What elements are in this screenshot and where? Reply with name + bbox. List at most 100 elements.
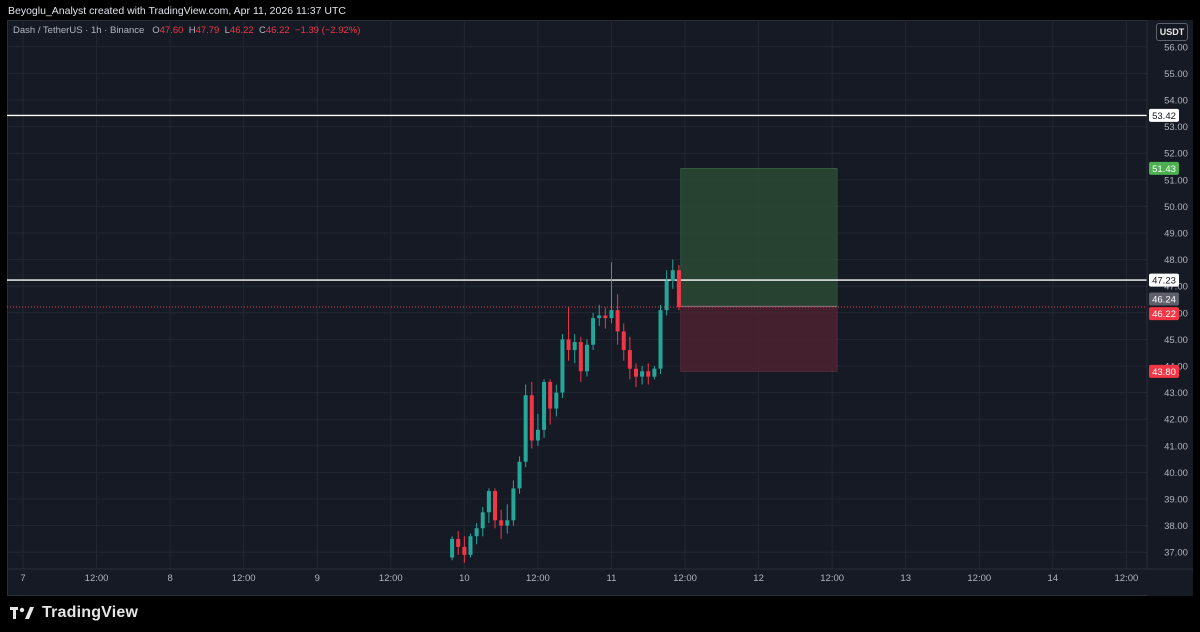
candle-bullish[interactable] — [450, 536, 455, 561]
candle-bearish[interactable] — [499, 509, 504, 539]
candle-bullish[interactable] — [572, 334, 577, 364]
candle-bearish[interactable] — [493, 488, 498, 529]
horizontal-lines[interactable] — [7, 114, 1147, 308]
price-tick-label[interactable]: 37.00 — [1164, 548, 1188, 559]
candle-body — [480, 512, 485, 529]
candle-body — [572, 342, 577, 351]
candle-body — [640, 371, 645, 377]
symbol-label[interactable]: Dash / TetherUS · 1h · Binance — [13, 25, 145, 36]
time-tick-label[interactable]: 12:00 — [232, 573, 256, 584]
candle-bullish[interactable] — [670, 259, 675, 289]
candle-bullish[interactable] — [480, 506, 485, 537]
candle-bearish[interactable] — [566, 307, 571, 361]
price-tick-label[interactable]: 52.00 — [1164, 149, 1188, 160]
entry-price-label-text: 46.24 — [1152, 294, 1176, 305]
candle-bullish[interactable] — [597, 304, 602, 327]
candle-bearish[interactable] — [676, 264, 681, 311]
time-tick-label[interactable]: 11 — [607, 573, 617, 584]
candle-bullish[interactable] — [486, 488, 491, 523]
change-value: −1.39 (−2.92%) — [294, 25, 361, 36]
price-tick-label[interactable]: 39.00 — [1164, 495, 1188, 506]
candle-bullish[interactable] — [609, 262, 614, 324]
candle-bearish[interactable] — [462, 536, 467, 563]
price-chart[interactable]: 37.0038.0039.0040.0041.0042.0043.0044.00… — [7, 20, 1193, 596]
time-tick-label[interactable]: 7 — [20, 573, 25, 584]
target-price-label-box — [1149, 161, 1179, 175]
candle-bullish[interactable] — [523, 384, 528, 468]
candle-bullish[interactable] — [468, 533, 473, 558]
price-tick-label[interactable]: 53.00 — [1164, 122, 1188, 133]
candle-bullish[interactable] — [652, 366, 657, 380]
price-tick-label[interactable]: 48.00 — [1164, 255, 1188, 266]
price-tick-label[interactable]: 54.00 — [1164, 96, 1188, 107]
stop-zone[interactable] — [680, 306, 838, 372]
time-tick-label[interactable]: 12:00 — [526, 573, 550, 584]
price-tick-label[interactable]: 49.00 — [1164, 229, 1188, 240]
candle-body — [499, 520, 504, 526]
candle-bullish[interactable] — [658, 304, 663, 374]
long-position-tool[interactable] — [680, 168, 838, 372]
price-tick-label[interactable]: 38.00 — [1164, 521, 1188, 532]
time-tick-label[interactable]: 14 — [1048, 573, 1059, 584]
price-tick-label[interactable]: 55.00 — [1164, 69, 1188, 80]
time-axis[interactable]: 7 12:00 8 12:00 9 12:00 10 12:00 11 12:00 12 12:00 1… — [7, 568, 1193, 584]
candle-bullish[interactable] — [542, 379, 547, 438]
price-tick-label[interactable]: 40.00 — [1164, 468, 1188, 479]
candle-bullish[interactable] — [554, 384, 559, 417]
candle-bearish[interactable] — [621, 323, 626, 361]
price-tick-label[interactable]: 47.00 — [1164, 282, 1188, 293]
price-tick-label[interactable]: 56.00 — [1164, 42, 1188, 53]
time-tick-label[interactable]: 12:00 — [820, 573, 844, 584]
candle-bullish[interactable] — [505, 504, 510, 534]
candle-bullish[interactable] — [511, 480, 516, 526]
candle-body — [462, 546, 467, 555]
tradingview-logo[interactable]: TradingView — [10, 604, 138, 622]
candle-bearish[interactable] — [615, 294, 620, 345]
currency-button[interactable]: USDT — [1156, 23, 1188, 41]
candles[interactable] — [450, 259, 681, 563]
price-tick-label[interactable]: 43.00 — [1164, 388, 1188, 399]
candle-bearish[interactable] — [548, 379, 553, 425]
time-tick-label[interactable]: 12:00 — [85, 573, 109, 584]
open-key: O — [152, 25, 160, 36]
time-tick-label[interactable]: 9 — [315, 573, 320, 584]
candle-bullish[interactable] — [584, 339, 589, 377]
time-tick-label[interactable]: 12:00 — [379, 573, 403, 584]
candle-bearish[interactable] — [603, 307, 608, 329]
candle-bullish[interactable] — [664, 270, 669, 316]
price-tick-label[interactable]: 50.00 — [1164, 202, 1188, 213]
time-tick-label[interactable]: 12:00 — [673, 573, 697, 584]
price-tick-label[interactable]: 41.00 — [1164, 441, 1188, 452]
time-tick-label[interactable]: 12:00 — [1115, 573, 1139, 584]
time-tick-label[interactable]: 12:00 — [967, 573, 991, 584]
price-tick-label[interactable]: 51.00 — [1164, 175, 1188, 186]
time-tick-label[interactable]: 12 — [753, 573, 764, 584]
candle-bearish[interactable] — [578, 336, 583, 382]
candle-bullish[interactable] — [560, 334, 565, 398]
candle-bullish[interactable] — [517, 456, 522, 494]
candle-bullish[interactable] — [640, 366, 645, 385]
target-zone[interactable] — [680, 168, 838, 307]
price-tick-label[interactable]: 42.00 — [1164, 415, 1188, 426]
time-tick-label[interactable]: 10 — [459, 573, 470, 584]
candle-bullish[interactable] — [591, 312, 596, 351]
candle-bearish[interactable] — [456, 530, 461, 555]
time-tick-label[interactable]: 8 — [167, 573, 172, 584]
brand-name: TradingView — [42, 604, 139, 621]
time-tick-label[interactable]: 13 — [900, 573, 911, 584]
candle-body — [584, 344, 589, 372]
candle-body — [511, 488, 516, 521]
candle-bearish[interactable] — [627, 336, 632, 380]
candle-bullish[interactable] — [535, 413, 540, 446]
price-tick-label[interactable]: 45.00 — [1164, 335, 1188, 346]
candle-bullish[interactable] — [474, 522, 479, 545]
candle-body — [456, 538, 461, 547]
open-value: 47.60 — [159, 25, 184, 36]
candle-bearish[interactable] — [646, 363, 651, 385]
candle-body — [591, 318, 596, 345]
candle-bearish[interactable] — [529, 381, 534, 449]
hline-price-label-box — [1149, 273, 1179, 287]
candle-body — [664, 280, 669, 311]
entry-price-label-box — [1149, 292, 1179, 306]
candle-bearish[interactable] — [634, 363, 638, 388]
